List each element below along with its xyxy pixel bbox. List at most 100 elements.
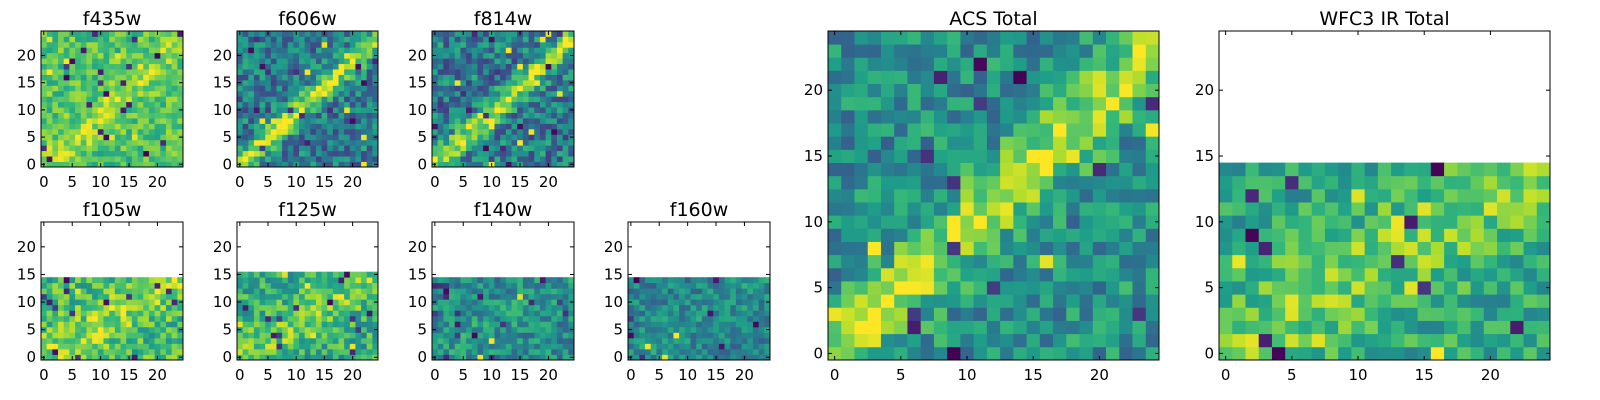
heatmap-cell — [1245, 333, 1260, 348]
heatmap-cell — [528, 69, 535, 75]
y-tick-label: 20 — [804, 81, 823, 99]
heatmap-cell — [75, 52, 82, 59]
heatmap-cell — [131, 150, 138, 157]
heatmap-cell — [248, 332, 255, 339]
heatmap-cell — [349, 52, 356, 59]
heatmap-cell — [854, 267, 869, 282]
heatmap-cell — [488, 79, 495, 86]
heatmap-cell — [907, 31, 922, 45]
heatmap-cell — [528, 107, 535, 113]
heatmap-cell — [160, 52, 167, 59]
heatmap-cell — [126, 123, 133, 130]
heatmap-cell — [344, 299, 351, 306]
heatmap-cell — [92, 348, 99, 355]
heatmap-cell — [1311, 267, 1326, 282]
heatmap-cell — [1145, 267, 1160, 282]
heatmap-cell — [894, 202, 908, 216]
heatmap-cell — [505, 112, 512, 119]
heatmap-cell — [265, 343, 272, 350]
heatmap-cell — [534, 112, 541, 119]
heatmap-cell — [242, 36, 249, 43]
heatmap-cell — [248, 299, 255, 306]
heatmap-cell — [248, 90, 255, 97]
heatmap-cell — [986, 241, 1001, 256]
heatmap-cell — [522, 52, 529, 59]
heatmap-cell — [97, 150, 104, 157]
heatmap-cell — [730, 315, 737, 322]
heatmap-cell — [1066, 44, 1080, 58]
heatmap-cell — [880, 57, 895, 71]
heatmap-cell — [437, 79, 444, 86]
heatmap-cell — [361, 337, 368, 344]
heatmap-cell — [1066, 346, 1080, 361]
heatmap-cell — [562, 36, 569, 43]
heatmap-cell — [545, 134, 552, 141]
heatmap-cell — [534, 277, 541, 284]
heatmap-cell — [854, 346, 869, 361]
heatmap-cell — [437, 31, 444, 37]
heatmap-cell — [679, 310, 686, 317]
heatmap-cell — [154, 90, 161, 97]
heatmap-cell — [568, 332, 575, 339]
heatmap-cell — [1092, 254, 1107, 269]
heatmap-cell — [332, 332, 339, 339]
heatmap-cell — [545, 96, 552, 103]
heatmap-cell — [534, 326, 541, 333]
heatmap-cell — [1079, 228, 1094, 242]
heatmap-cell — [63, 52, 70, 59]
heatmap-cell — [1145, 136, 1160, 150]
heatmap-cell — [58, 348, 65, 355]
heatmap-cell — [494, 343, 501, 350]
heatmap-cell — [327, 139, 334, 146]
heatmap-cell — [690, 293, 697, 300]
heatmap-cell — [120, 326, 127, 333]
heatmap-cell — [551, 107, 558, 113]
heatmap-cell — [46, 354, 53, 361]
heatmap-cell — [528, 139, 535, 146]
heatmap-cell — [735, 315, 742, 322]
heatmap-cell — [366, 310, 373, 317]
heatmap-cell — [460, 277, 467, 284]
heatmap-cell — [259, 134, 266, 141]
heatmap-cell — [454, 74, 461, 81]
heatmap-cell — [270, 52, 277, 59]
heatmap-cell — [338, 282, 345, 289]
heatmap-cell — [148, 85, 155, 92]
heatmap-cell — [528, 96, 535, 103]
heatmap-cell — [947, 175, 961, 190]
heatmap-cell — [315, 310, 322, 317]
heatmap-cell — [1026, 149, 1041, 163]
heatmap-cell — [633, 348, 640, 355]
heatmap-cell — [551, 321, 558, 328]
heatmap-cell — [960, 267, 975, 282]
heatmap-cell — [86, 96, 93, 103]
heatmap-cell — [299, 161, 306, 168]
heatmap-cell — [310, 299, 317, 306]
heatmap-cell — [58, 58, 65, 65]
heatmap-cell — [730, 277, 737, 284]
heatmap-cell — [539, 315, 546, 322]
heatmap-cell — [556, 52, 564, 59]
heatmap-cell — [315, 31, 322, 37]
heatmap-cell — [92, 101, 99, 108]
heatmap-cell — [276, 315, 283, 322]
heatmap-cell — [545, 101, 552, 108]
heatmap-cell — [259, 69, 266, 75]
heatmap-cell — [1285, 228, 1299, 242]
heatmap-cell — [75, 101, 82, 108]
heatmap-cell — [131, 41, 138, 48]
heatmap-cell — [1404, 202, 1418, 216]
heatmap-cell — [338, 31, 345, 37]
heatmap-cell — [143, 96, 150, 103]
heatmap-cell — [137, 299, 144, 306]
heatmap-cell — [551, 354, 558, 361]
heatmap-cell — [361, 145, 368, 152]
heatmap-cell — [126, 79, 133, 86]
heatmap-cell — [1232, 320, 1246, 335]
heatmap-cell — [679, 321, 686, 328]
heatmap-cell — [534, 96, 541, 103]
heatmap-cell — [282, 79, 289, 86]
heatmap-cell — [299, 304, 306, 311]
heatmap-cell — [494, 107, 501, 113]
